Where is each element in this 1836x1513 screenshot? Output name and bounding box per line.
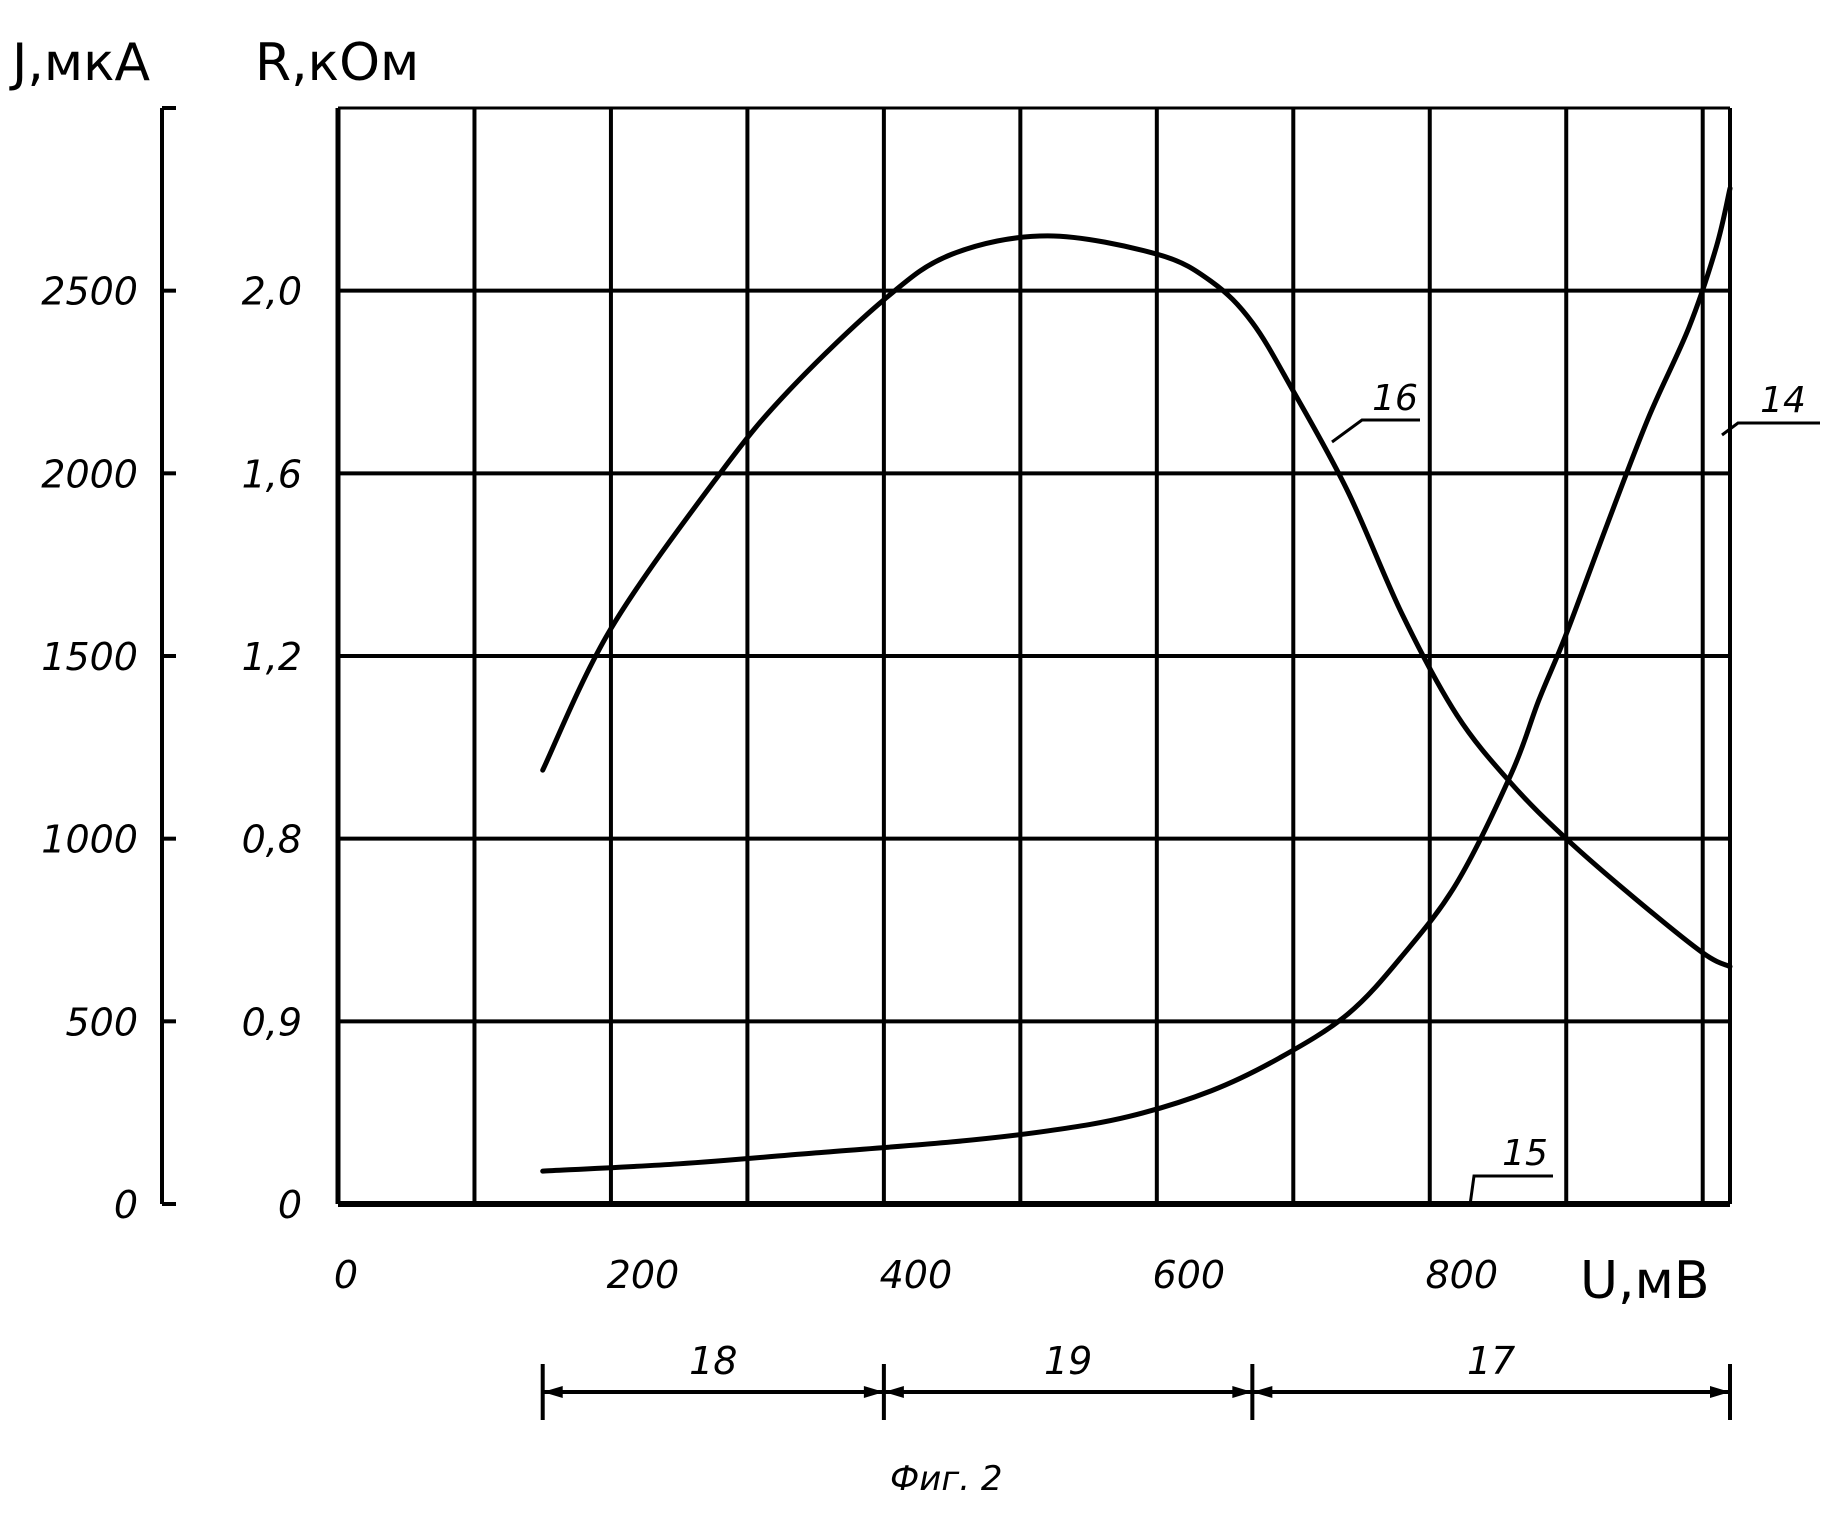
figure-caption: Фиг. 2 xyxy=(890,1459,1002,1499)
series-label: 14 xyxy=(1760,380,1806,421)
left-axis-title: J,мкА xyxy=(9,33,151,93)
range-arrow-right xyxy=(1710,1386,1730,1398)
x-axis-tick-label: 200 xyxy=(607,1253,680,1297)
left-axis-tick-label: 0 xyxy=(114,1183,138,1227)
series-line-14 xyxy=(543,188,1730,1171)
x-axis-tick-label: 600 xyxy=(1153,1253,1226,1297)
grid xyxy=(338,108,1730,1204)
right-axis-tick-label: 2,0 xyxy=(242,270,302,314)
range-arrow-left xyxy=(884,1386,904,1398)
series-leader-line xyxy=(1470,1176,1553,1205)
right-axis-tick-label: 0,8 xyxy=(242,818,302,862)
left-axis-tick-label: 500 xyxy=(65,1000,138,1044)
series-leader-line xyxy=(1332,420,1420,442)
range-label: 17 xyxy=(1467,1339,1515,1383)
right-axis-title: R,кОм xyxy=(255,33,419,93)
range-arrow-right xyxy=(864,1386,884,1398)
x-axis-tick-label: 0 xyxy=(334,1253,358,1297)
series-line-16 xyxy=(543,236,1730,967)
range-arrow-left xyxy=(1252,1386,1272,1398)
right-axis-tick-label: 0 xyxy=(278,1183,302,1227)
left-axis-tick-label: 1000 xyxy=(41,818,138,862)
left-axis-tick-label: 2000 xyxy=(41,452,138,496)
series-layer xyxy=(543,188,1730,1171)
series-leader-line xyxy=(1722,423,1820,435)
right-axis-tick-label: 1,6 xyxy=(242,452,302,496)
range-label: 19 xyxy=(1044,1339,1092,1383)
series-label: 16 xyxy=(1372,378,1418,419)
x-axis-title: U,мВ xyxy=(1580,1251,1710,1311)
ranges-layer: 18 19 17 xyxy=(543,1339,1730,1420)
range-label: 18 xyxy=(689,1339,737,1383)
right-axis-tick-label: 0,9 xyxy=(242,1000,302,1044)
right-axis-tick-label: 1,2 xyxy=(242,635,302,679)
left-axis-tick-label: 1500 xyxy=(41,635,138,679)
range-arrow-left xyxy=(543,1386,563,1398)
x-axis-tick-label: 400 xyxy=(880,1253,953,1297)
left-axis-tick-label: 2500 xyxy=(41,270,138,314)
series-label: 15 xyxy=(1502,1133,1548,1174)
x-axis-tick-label: 800 xyxy=(1425,1253,1498,1297)
range-arrow-right xyxy=(1232,1386,1252,1398)
